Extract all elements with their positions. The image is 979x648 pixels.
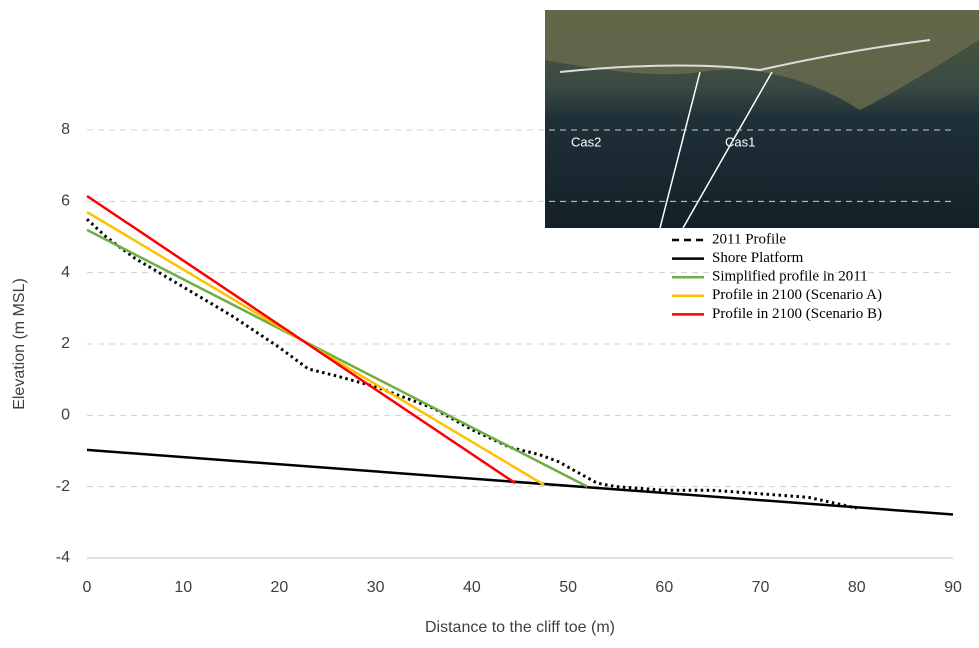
y-tick-label: 0: [61, 407, 70, 424]
x-axis-label: Distance to the cliff toe (m): [425, 619, 615, 636]
x-tick-label: 0: [83, 579, 92, 596]
y-tick-label: 8: [61, 121, 70, 138]
x-tick-label: 90: [944, 579, 962, 596]
x-tick-label: 50: [559, 579, 577, 596]
series-line: [86, 228, 588, 488]
inset-label: Cas1: [725, 134, 755, 149]
x-tick-label: 10: [174, 579, 192, 596]
x-tick-label: 60: [655, 579, 673, 596]
y-axis-label: Elevation (m MSL): [11, 278, 28, 410]
legend-label: Profile in 2100 (Scenario B): [712, 306, 882, 322]
x-tick-label: 20: [271, 579, 289, 596]
x-tick-label: 30: [367, 579, 385, 596]
y-tick-label: 2: [61, 335, 70, 352]
y-tick-label: -4: [56, 549, 70, 566]
series-line: [86, 194, 516, 485]
inset-photo: Cas2 Cas1: [545, 10, 979, 229]
x-tick-label: 80: [848, 579, 866, 596]
legend-label: 2011 Profile: [712, 231, 786, 247]
series-line: [86, 448, 954, 516]
x-tick-label: 70: [752, 579, 770, 596]
inset-label: Cas2: [571, 134, 601, 149]
x-tick-label: 40: [463, 579, 481, 596]
y-tick-label: -2: [56, 478, 70, 495]
y-tick-label: 6: [61, 193, 70, 210]
legend-label: Simplified profile in 2011: [712, 269, 868, 285]
legend-label: Profile in 2100 (Scenario A): [712, 287, 882, 303]
y-tick-label: 4: [61, 264, 70, 281]
legend-label: Shore Platform: [712, 250, 804, 266]
